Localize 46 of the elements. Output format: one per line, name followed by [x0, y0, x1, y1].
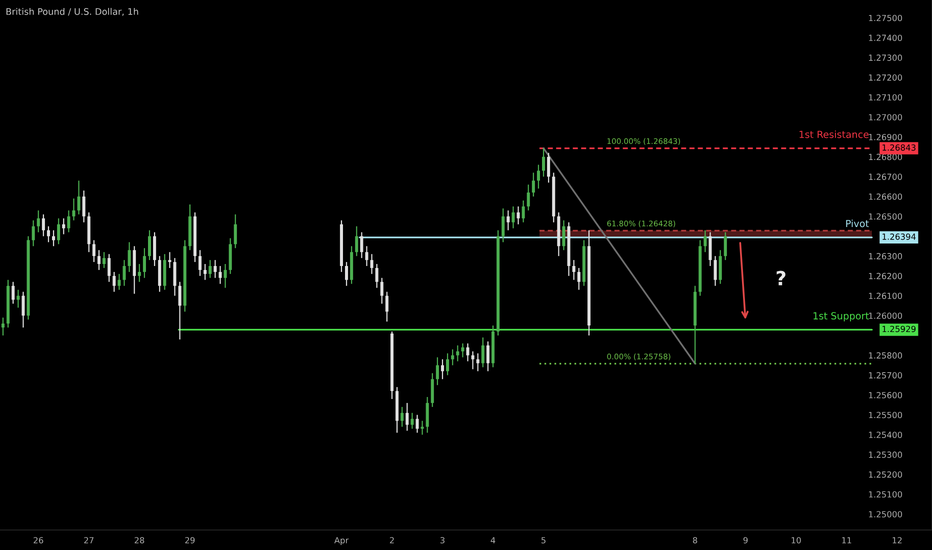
- y-tick-label: 1.25100: [869, 491, 902, 498]
- x-tick-label: 27: [84, 537, 94, 544]
- y-tick-label: 1.26000: [869, 312, 902, 319]
- x-tick-label: 8: [692, 537, 698, 544]
- series-label: Pivot: [846, 220, 869, 228]
- y-tick-label: 1.26700: [869, 174, 902, 180]
- series-label: 1st Support: [814, 312, 869, 322]
- y-tick-label: 1.25600: [869, 392, 902, 398]
- y-tick-label: 1.27000: [869, 114, 902, 120]
- y-tick-label: 1.26200: [869, 272, 902, 280]
- x-tick-label: Apr: [334, 537, 349, 546]
- y-tick-label: 1.26500: [869, 213, 902, 220]
- annotation: ?: [776, 270, 786, 286]
- x-tick-label: 5: [542, 537, 546, 544]
- y-tick-label: 1.25800: [869, 352, 902, 359]
- series-label: 1st Resistance: [800, 130, 869, 138]
- y-tick-label: 1.25300: [869, 452, 902, 458]
- y-tick-label: 1.27300: [869, 54, 902, 61]
- y-tick-label: 1.25000: [869, 511, 902, 518]
- x-tick-label: 28: [134, 537, 144, 544]
- data-label: 1.25929: [882, 326, 916, 332]
- y-tick-label: 1.25200: [869, 471, 902, 478]
- y-tick-label: 1.25400: [869, 432, 902, 438]
- x-tick-label: 29: [185, 537, 195, 544]
- x-tick-label: 4: [490, 537, 496, 544]
- y-tick-label: 1.26300: [869, 253, 902, 260]
- data-label: 1.26394: [882, 234, 916, 240]
- y-tick-label: 1.25700: [869, 372, 902, 378]
- data-label: 1.26843: [882, 144, 916, 151]
- y-tick-label: 1.26800: [869, 154, 902, 160]
- y-tick-label: 1.27400: [869, 34, 902, 41]
- y-tick-label: 1.26900: [869, 134, 902, 140]
- y-tick-label: 1.27200: [869, 74, 902, 81]
- x-tick-label: 2: [390, 537, 394, 544]
- y-tick-label: 1.26600: [869, 194, 902, 200]
- x-tick-label: 9: [743, 537, 748, 544]
- y-tick-label: 1.26100: [869, 292, 902, 300]
- x-tick-label: 12: [892, 537, 902, 544]
- x-tick-label: 11: [842, 537, 852, 544]
- text: British Pound / U.S. Dollar, 1h: [6, 8, 138, 16]
- y-tick-label: 1.27100: [869, 94, 902, 101]
- x-tick-label: 3: [440, 537, 444, 544]
- x-tick-label: 26: [34, 537, 44, 544]
- x-tick-label: 10: [792, 537, 801, 544]
- y-tick-label: 1.27500: [869, 14, 902, 22]
- y-tick-label: 1.25500: [869, 412, 902, 418]
